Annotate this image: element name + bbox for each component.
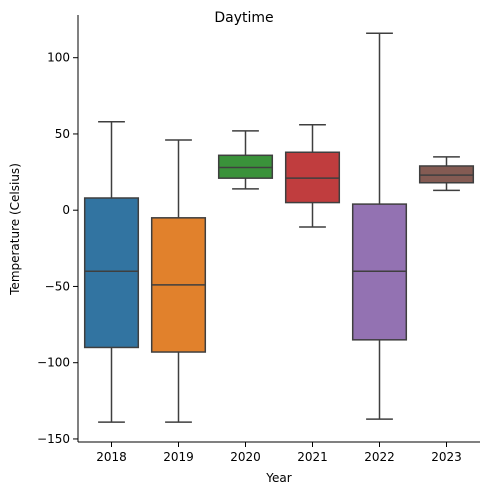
box-iqr (420, 166, 474, 183)
x-ticks: 2018 2019 2020 2021 2022 2023 (96, 442, 462, 464)
box-2023 (420, 157, 474, 191)
y-tick-label: 0 (62, 203, 70, 217)
y-tick-label: −50 (45, 279, 70, 293)
box-iqr (353, 204, 407, 340)
x-tick-label: 2018 (96, 450, 127, 464)
chart-title: Daytime (214, 10, 273, 26)
y-tick-label: 50 (55, 127, 70, 141)
box-2020 (219, 131, 273, 189)
box-2022 (353, 33, 407, 419)
y-tick-label: −150 (37, 432, 70, 446)
x-tick-label: 2019 (163, 450, 194, 464)
x-tick-label: 2021 (297, 450, 328, 464)
box-2021 (286, 125, 340, 227)
x-axis-title: Year (265, 471, 291, 485)
y-ticks: −150 −100 −50 0 50 100 (37, 51, 78, 446)
x-tick-label: 2022 (364, 450, 395, 464)
box-2019 (152, 140, 206, 422)
x-tick-label: 2020 (230, 450, 261, 464)
y-tick-label: 100 (47, 51, 70, 65)
box-iqr (219, 155, 273, 178)
x-tick-label: 2023 (431, 450, 462, 464)
y-axis-title: Temperature (Celsius) (8, 163, 22, 296)
box-2018 (85, 122, 139, 422)
box-group (85, 33, 474, 422)
box-iqr (85, 198, 139, 347)
y-tick-label: −100 (37, 356, 70, 370)
box-iqr (286, 152, 340, 202)
